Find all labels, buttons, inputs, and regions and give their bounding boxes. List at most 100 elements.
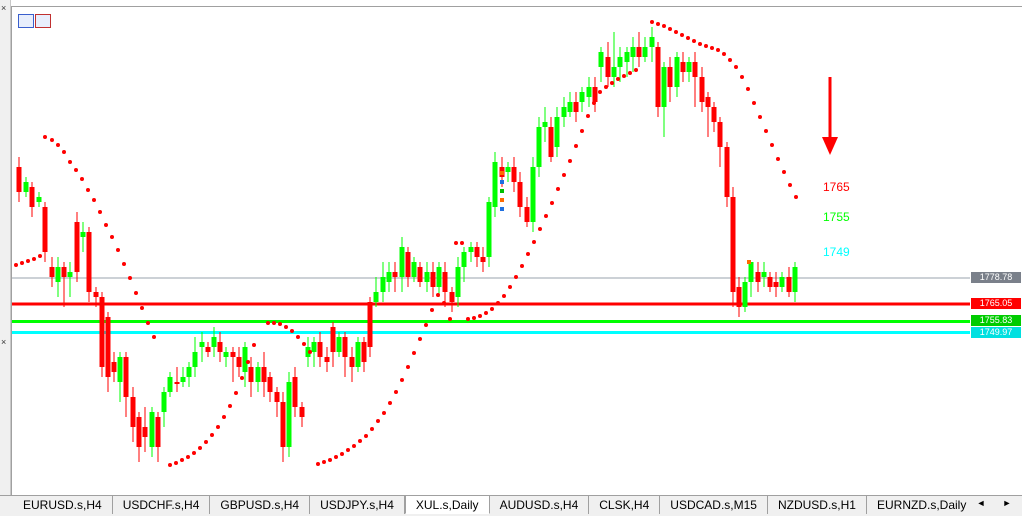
sar-dot: [418, 337, 422, 341]
sar-dot: [38, 254, 42, 258]
candle-body: [717, 122, 723, 147]
sar-dot: [532, 240, 536, 244]
candle-body: [661, 67, 667, 107]
candle-body: [223, 352, 229, 357]
sar-dot: [622, 74, 626, 78]
sar-dot: [610, 81, 614, 85]
candle-body: [611, 67, 617, 77]
candle-body: [105, 317, 111, 377]
candle-body: [49, 267, 55, 277]
chart-window-icon[interactable]: [18, 14, 34, 28]
candle-body: [542, 122, 548, 127]
tab-xul-s-daily[interactable]: XUL.s,Daily: [404, 496, 490, 514]
candle-body: [255, 367, 261, 382]
candle-body: [554, 117, 560, 147]
level-label-green: 1755: [823, 210, 850, 224]
sar-dot: [496, 301, 500, 305]
candle-body: [42, 207, 48, 252]
tab-audusd-s-h4[interactable]: AUDUSD.s,H4: [490, 496, 590, 514]
candle-body: [430, 272, 436, 287]
tab-nzdusd-s-h1[interactable]: NZDUSD.s,H1: [768, 496, 867, 514]
sar-dot: [358, 439, 362, 443]
candle-body: [123, 357, 129, 397]
sar-dot: [400, 378, 404, 382]
close-icon[interactable]: ×: [1, 3, 7, 13]
close-icon[interactable]: ×: [1, 337, 7, 347]
candle-body: [436, 267, 442, 287]
sar-dot: [478, 314, 482, 318]
sar-dot: [740, 75, 744, 79]
signal-marker: [747, 260, 751, 264]
sar-dot: [370, 427, 374, 431]
tab-scroll-left-icon[interactable]: ◄: [976, 498, 986, 508]
candle-body: [199, 342, 205, 347]
sar-dot: [174, 461, 178, 465]
tab-usdjpy-s-h4[interactable]: USDJPY.s,H4: [310, 496, 405, 514]
sar-dot: [698, 42, 702, 46]
sar-dot: [586, 114, 590, 118]
price-chart[interactable]: 1778.78 1765.05 1755.83 1749.97 1765 175…: [11, 6, 1022, 496]
sar-dot: [770, 143, 774, 147]
tab-eurnzd-s-daily[interactable]: EURNZD.s,Daily: [867, 496, 970, 514]
candle-body: [280, 402, 286, 447]
sar-dot: [110, 235, 114, 239]
level-label-cyan: 1749: [823, 245, 850, 259]
sar-dot: [252, 343, 256, 347]
sar-dot: [502, 294, 506, 298]
sar-dot: [758, 115, 762, 119]
sar-dot: [352, 444, 356, 448]
sar-dot: [472, 316, 476, 320]
tab-scroll-right-icon[interactable]: ►: [1002, 498, 1012, 508]
candle-body: [142, 427, 148, 437]
tab-eurusd-s-h4[interactable]: EURUSD.s,H4: [13, 496, 113, 514]
candle-body: [411, 262, 417, 277]
tab-gbpusd-s-h4[interactable]: GBPUSD.s,H4: [210, 496, 311, 514]
candle-body: [786, 277, 792, 292]
candle-body: [505, 167, 511, 172]
candle-body: [367, 302, 373, 347]
tab-clsk-h4[interactable]: CLSK,H4: [589, 496, 661, 514]
sar-dot: [168, 463, 172, 467]
sar-dot: [68, 160, 72, 164]
sar-dot: [308, 350, 312, 354]
candle-body: [373, 292, 379, 302]
candle-body: [317, 342, 323, 357]
candle-body: [292, 377, 298, 407]
sar-dot: [376, 419, 380, 423]
sar-dot: [328, 458, 332, 462]
candle-body: [536, 127, 542, 167]
candle-body: [586, 87, 592, 97]
candle-body: [755, 272, 761, 282]
sar-dot: [592, 101, 596, 105]
sar-dot: [526, 252, 530, 256]
candle-body: [492, 162, 498, 207]
candle-body: [736, 287, 742, 307]
candle-body: [230, 352, 236, 357]
candle-body: [630, 47, 636, 57]
chart-properties-icon[interactable]: [35, 14, 51, 28]
sar-dot: [146, 321, 150, 325]
sar-dot: [116, 248, 120, 252]
candle-body: [192, 352, 198, 367]
candle-body: [417, 267, 423, 282]
tab-usdchf-s-h4[interactable]: USDCHF.s,H4: [113, 496, 211, 514]
sar-dot: [764, 129, 768, 133]
sar-dot: [340, 452, 344, 456]
sar-dot: [122, 262, 126, 266]
signal-marker: [500, 189, 504, 193]
sar-dot: [302, 342, 306, 346]
candle-body: [461, 252, 467, 267]
candle-body: [748, 262, 754, 282]
candle-body: [524, 207, 530, 222]
candle-body: [730, 197, 736, 292]
candle-body: [655, 47, 661, 107]
candle-body: [336, 337, 342, 352]
sar-dot: [520, 264, 524, 268]
sar-dot: [394, 390, 398, 394]
sar-dot: [728, 58, 732, 62]
tab-usdcad-s-m15[interactable]: USDCAD.s,M15: [660, 496, 768, 514]
candle-body: [561, 107, 567, 117]
signal-marker: [500, 198, 504, 202]
chart-tab-bar: EURUSD.s,H4 USDCHF.s,H4 GBPUSD.s,H4 USDJPY.…: [0, 495, 1022, 516]
left-panel-strip: × ×: [0, 0, 11, 495]
